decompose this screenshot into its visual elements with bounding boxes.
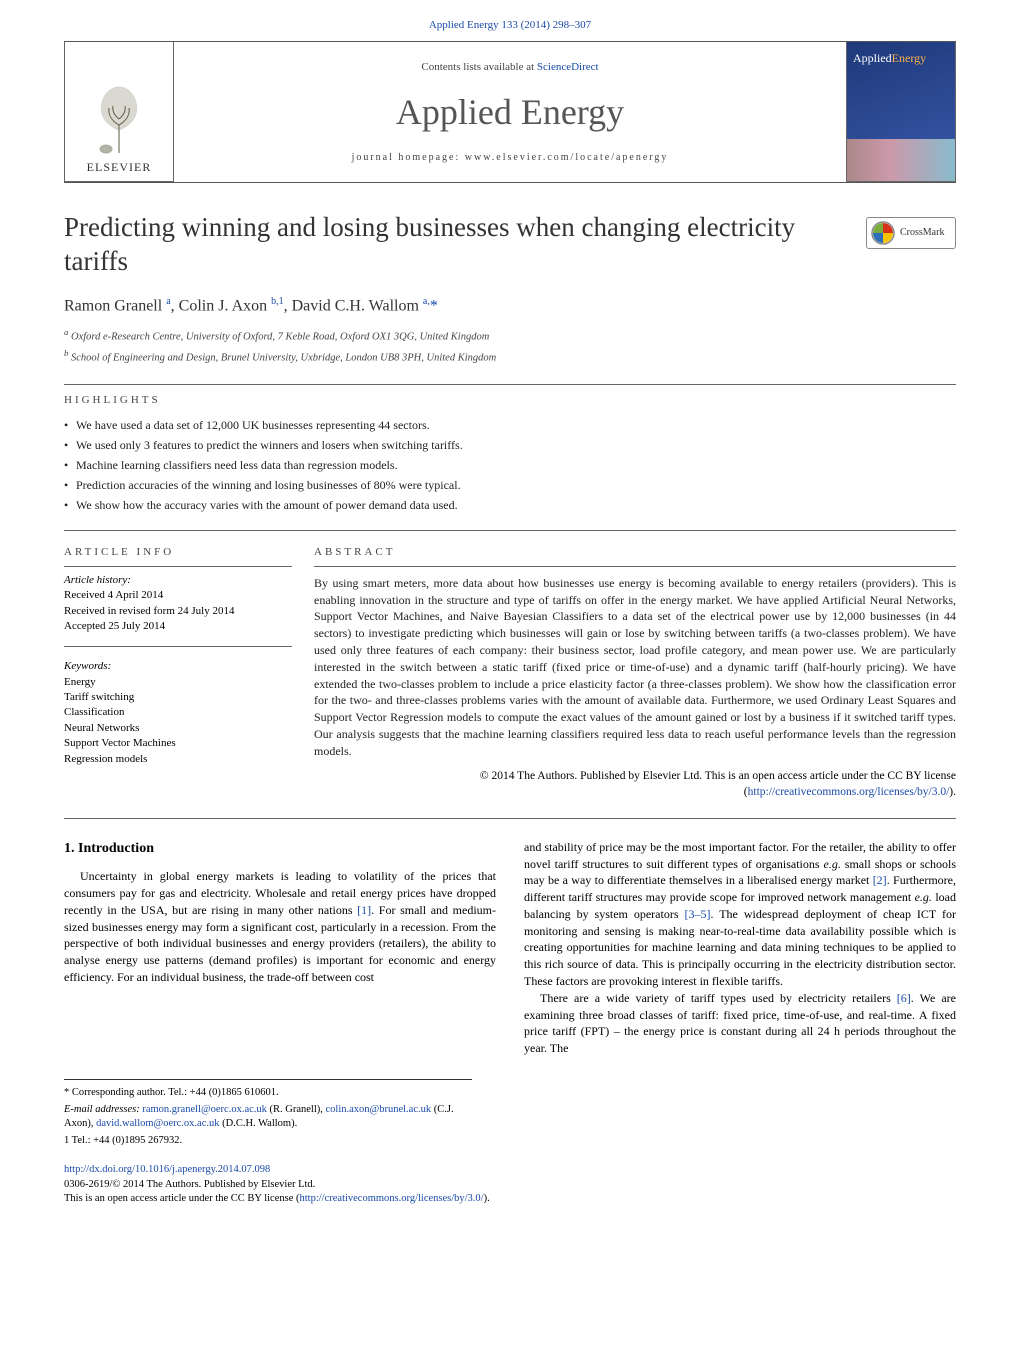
article-history-block: Article history: Received 4 April 2014Re…	[64, 573, 292, 648]
abstract-heading: ABSTRACT	[314, 545, 956, 566]
footer-block: http://dx.doi.org/10.1016/j.apenergy.201…	[64, 1163, 956, 1207]
keyword-item: Regression models	[64, 752, 292, 767]
citation-link[interactable]: Applied Energy 133 (2014) 298–307	[429, 19, 591, 31]
keywords-label: Keywords:	[64, 659, 292, 674]
ref-link[interactable]: [3–5]	[684, 907, 710, 921]
corresponding-author-note: * Corresponding author. Tel.: +44 (0)186…	[64, 1086, 472, 1101]
article-history-label: Article history:	[64, 573, 292, 588]
publisher-name: ELSEVIER	[87, 159, 152, 176]
elsevier-tree-icon	[84, 75, 154, 155]
highlight-item: We used only 3 features to predict the w…	[64, 437, 956, 454]
authors-line: Ramon Granell a, Colin J. Axon b,1, Davi…	[0, 285, 1020, 324]
journal-homepage-link[interactable]: www.elsevier.com/locate/apenergy	[465, 152, 669, 163]
journal-title: Applied Energy	[396, 87, 624, 137]
keyword-item: Classification	[64, 705, 292, 720]
ref-link[interactable]: [6]	[897, 991, 911, 1005]
article-info-heading: ARTICLE INFO	[64, 545, 292, 566]
citation-header: Applied Energy 133 (2014) 298–307	[0, 0, 1020, 41]
abstract-text: By using smart meters, more data about h…	[314, 575, 956, 760]
publisher-logo-box: ELSEVIER	[64, 42, 174, 182]
keyword-item: Neural Networks	[64, 721, 292, 736]
issn-line: 0306-2619/© 2014 The Authors. Published …	[64, 1178, 956, 1193]
ref-link[interactable]: [1]	[357, 903, 371, 917]
email-who-3: (D.C.H. Wallom).	[219, 1118, 297, 1129]
cover-image-strip	[847, 139, 955, 181]
highlight-item: Machine learning classifiers need less d…	[64, 457, 956, 474]
sciencedirect-link[interactable]: ScienceDirect	[537, 61, 599, 73]
journal-cover-thumbnail: AppliedEnergy	[846, 42, 956, 182]
intro-p2: and stability of price may be the most i…	[524, 839, 956, 990]
crossmark-label: CrossMark	[900, 226, 944, 240]
email-who-1: (R. Granell),	[267, 1104, 326, 1115]
body-columns: 1. Introduction Uncertainty in global en…	[64, 839, 956, 1057]
crossmark-badge[interactable]: CrossMark	[866, 217, 956, 249]
keyword-item: Tariff switching	[64, 690, 292, 705]
history-line: Received in revised form 24 July 2014	[64, 604, 292, 619]
highlight-item: We show how the accuracy varies with the…	[64, 497, 956, 514]
copyright-post: ).	[949, 786, 956, 798]
affiliation-line: b School of Engineering and Design, Brun…	[64, 347, 956, 366]
homepage-pre: journal homepage:	[352, 152, 465, 163]
oa-pre: This is an open access article under the…	[64, 1193, 300, 1204]
email-link-3[interactable]: david.wallom@oerc.ox.ac.uk	[96, 1118, 219, 1129]
emails-pre: E-mail addresses:	[64, 1104, 142, 1115]
oa-license-link[interactable]: http://creativecommons.org/licenses/by/3…	[300, 1193, 484, 1204]
email-link-1[interactable]: ramon.granell@oerc.ox.ac.uk	[142, 1104, 267, 1115]
paper-title: Predicting winning and losing businesses…	[64, 211, 846, 279]
intro-p3: There are a wide variety of tariff types…	[524, 990, 956, 1057]
ref-link[interactable]: [2]	[873, 873, 887, 887]
intro-p1: Uncertainty in global energy markets is …	[64, 868, 496, 986]
contents-available-line: Contents lists available at ScienceDirec…	[421, 60, 598, 75]
contents-pre-text: Contents lists available at	[421, 61, 536, 73]
telephone-note: 1 Tel.: +44 (0)1895 267932.	[64, 1134, 472, 1149]
email-link-2[interactable]: colin.axon@brunel.ac.uk	[326, 1104, 432, 1115]
history-line: Received 4 April 2014	[64, 588, 292, 603]
cc-license-link[interactable]: http://creativecommons.org/licenses/by/3…	[748, 786, 950, 798]
affiliations: a Oxford e-Research Centre, University o…	[0, 324, 1020, 384]
highlight-item: We have used a data set of 12,000 UK bus…	[64, 417, 956, 434]
left-column: 1. Introduction Uncertainty in global en…	[64, 839, 496, 1057]
emails-line: E-mail addresses: ramon.granell@oerc.ox.…	[64, 1103, 472, 1132]
history-line: Accepted 25 July 2014	[64, 619, 292, 634]
abstract-copyright: © 2014 The Authors. Published by Elsevie…	[314, 768, 956, 800]
footnotes-block: * Corresponding author. Tel.: +44 (0)186…	[64, 1079, 472, 1149]
affiliation-line: a Oxford e-Research Centre, University o…	[64, 326, 956, 345]
keyword-item: Support Vector Machines	[64, 736, 292, 751]
keywords-block: Keywords: EnergyTariff switchingClassifi…	[64, 659, 292, 779]
journal-homepage-line: journal homepage: www.elsevier.com/locat…	[352, 151, 669, 165]
intro-heading: 1. Introduction	[64, 839, 496, 859]
highlights-heading: HIGHLIGHTS	[64, 384, 956, 414]
doi-link[interactable]: http://dx.doi.org/10.1016/j.apenergy.201…	[64, 1164, 270, 1175]
keyword-item: Energy	[64, 675, 292, 690]
highlights-list: We have used a data set of 12,000 UK bus…	[64, 417, 956, 531]
oa-post: ).	[484, 1193, 490, 1204]
highlight-item: Prediction accuracies of the winning and…	[64, 477, 956, 494]
abstract-column: ABSTRACT By using smart meters, more dat…	[314, 545, 956, 799]
banner-center: Contents lists available at ScienceDirec…	[174, 42, 846, 182]
article-info-column: ARTICLE INFO Article history: Received 4…	[64, 545, 314, 799]
crossmark-icon	[870, 220, 896, 246]
journal-banner: ELSEVIER Contents lists available at Sci…	[64, 42, 956, 182]
cover-brand: AppliedEnergy	[847, 42, 955, 67]
right-column: and stability of price may be the most i…	[524, 839, 956, 1057]
